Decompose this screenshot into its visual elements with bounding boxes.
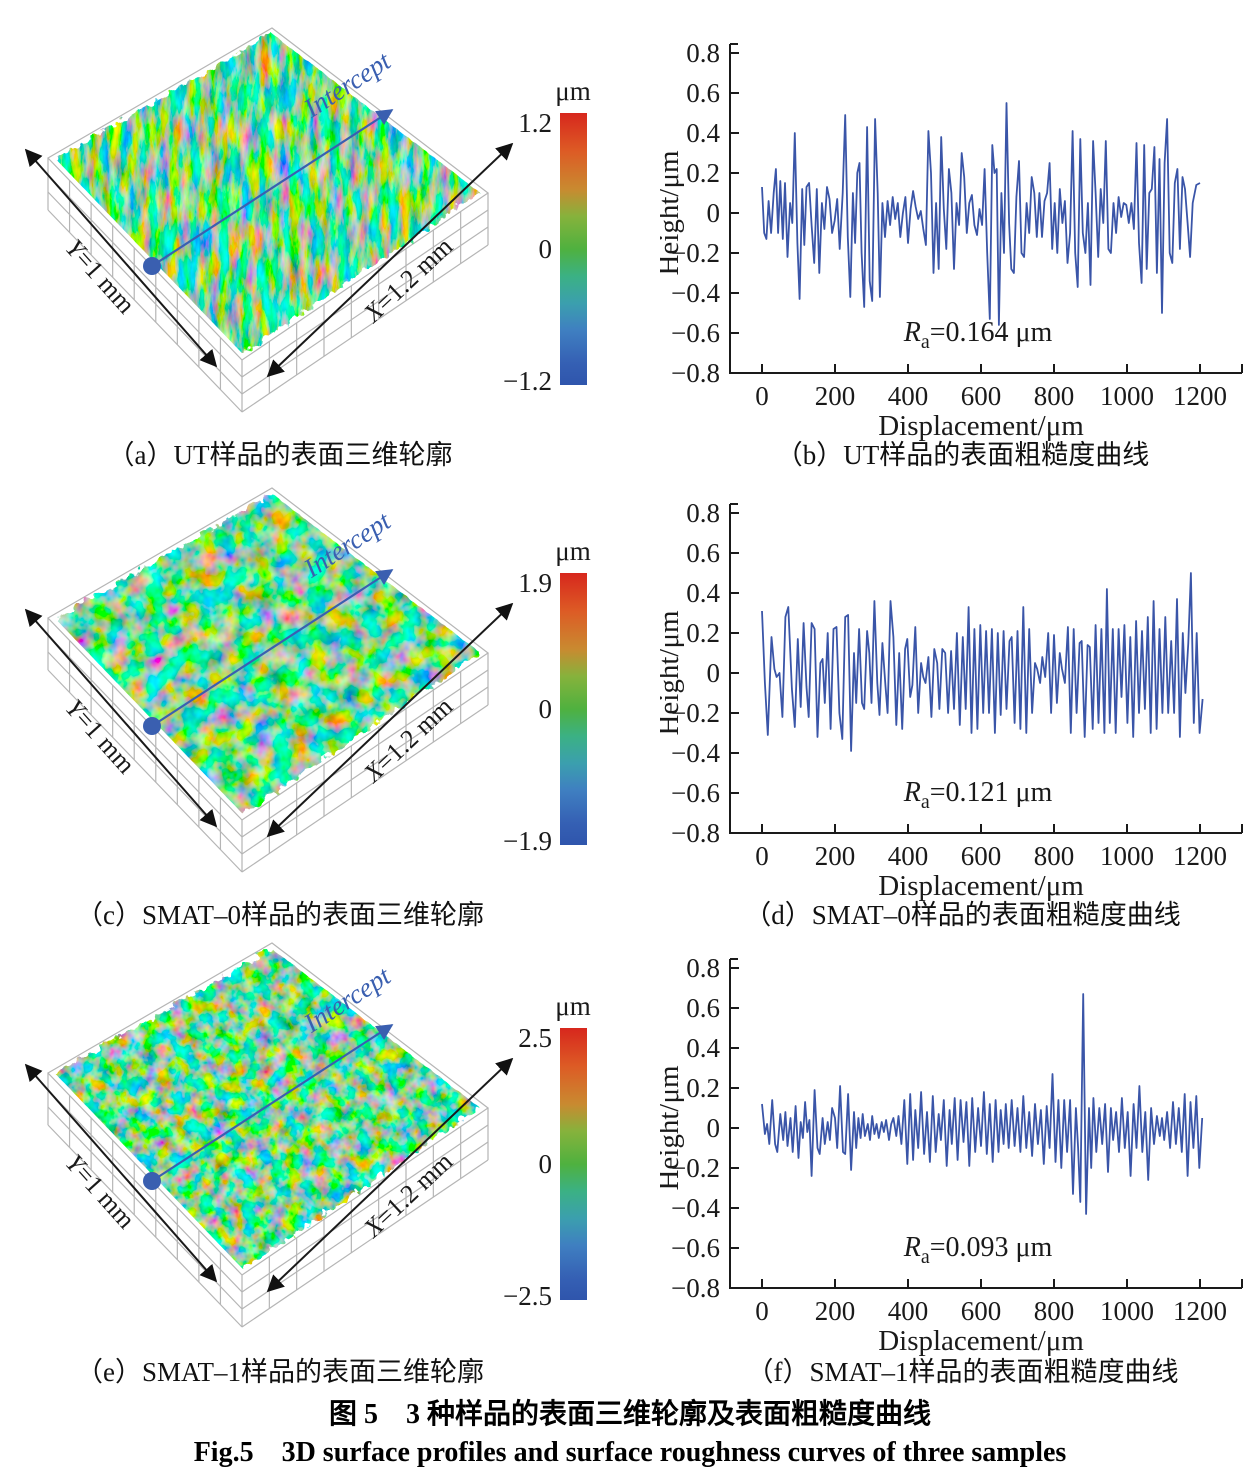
- colorbar-min-label: −2.5: [503, 1281, 552, 1311]
- y-tick-label: −0.4: [671, 278, 720, 308]
- caption-panel-f: （f）SMAT–1样品的表面粗糙度曲线: [746, 1357, 1179, 1387]
- x-tick-label: 800: [1034, 841, 1075, 871]
- caption-panel-d: （d）SMAT–0样品的表面粗糙度曲线: [744, 900, 1181, 930]
- colorbar-max-label: 1.2: [518, 108, 552, 138]
- x-dimension-arrow: [266, 602, 514, 838]
- y-tick-label: −0.6: [671, 318, 720, 348]
- y-tick-label: 0.8: [686, 38, 720, 68]
- colorbar-mid-label: 0: [539, 234, 553, 264]
- y-tick-label: 0.8: [686, 498, 720, 528]
- y-tick-label: 0: [707, 198, 721, 228]
- y-tick-label: 0.6: [686, 78, 720, 108]
- y-axis-title: Height/μm: [660, 1065, 685, 1191]
- colorbar: [560, 573, 587, 845]
- x-tick-label: 400: [888, 841, 929, 871]
- ra-annotation: Ra=0.164 μm: [903, 317, 1053, 353]
- x-tick-label: 600: [961, 1296, 1002, 1326]
- colorbar-max-label: 2.5: [518, 1023, 552, 1053]
- y-tick-label: −0.8: [671, 818, 720, 848]
- y-tick-label: 0.6: [686, 993, 720, 1023]
- y-tick-label: 0.4: [686, 118, 720, 148]
- y-axis-title: Height/μm: [660, 150, 685, 276]
- figure-caption-zh: 图 5 3 种样品的表面三维轮廓及表面粗糙度曲线: [328, 1399, 931, 1430]
- y-tick-label: −0.4: [671, 1193, 720, 1223]
- roughness-curve: [761, 572, 1204, 752]
- y-dimension-arrow: [24, 148, 218, 368]
- x-axis-title: Displacement/μm: [878, 410, 1084, 442]
- y-dimension-arrow: [24, 1063, 218, 1283]
- colorbar-mid-label: 0: [539, 1149, 553, 1179]
- x-tick-label: 1200: [1173, 841, 1227, 871]
- x-tick-label: 600: [961, 381, 1002, 411]
- x-tick-label: 1000: [1100, 381, 1154, 411]
- roughness-curve: [761, 102, 1201, 326]
- x-tick-label: 0: [755, 841, 769, 871]
- intercept-start-dot: [143, 257, 161, 275]
- x-tick-label: 1200: [1173, 1296, 1227, 1326]
- ra-annotation: Ra=0.121 μm: [903, 777, 1053, 813]
- x-dimension-arrow: [266, 1057, 514, 1293]
- y-tick-label: −0.4: [671, 738, 720, 768]
- y-tick-label: −0.6: [671, 1233, 720, 1263]
- x-tick-label: 200: [815, 381, 856, 411]
- x-tick-label: 600: [961, 841, 1002, 871]
- y-tick-label: 0.2: [686, 1073, 720, 1103]
- colorbar: [560, 1028, 587, 1300]
- y-tick-label: 0.2: [686, 158, 720, 188]
- x-tick-label: 800: [1034, 381, 1075, 411]
- colorbar: [560, 113, 587, 385]
- y-dimension-arrow: [24, 608, 218, 828]
- roughness-chart-d: 0 200 400 600 800 1000 1200 −0.8 −0.6 −0.4 −0.2 0 0.…: [660, 498, 1243, 902]
- y-tick-label: −0.2: [671, 698, 720, 728]
- x-tick-label: 1000: [1100, 841, 1154, 871]
- colorbar-unit-label: μm: [555, 76, 590, 106]
- x-axis-title: Displacement/μm: [878, 1325, 1084, 1357]
- y-tick-label: 0.8: [686, 953, 720, 983]
- colorbar-min-label: −1.9: [503, 826, 552, 856]
- y-tick-label: 0.6: [686, 538, 720, 568]
- y-axis-title: Height/μm: [660, 610, 685, 736]
- y-tick-label: 0: [707, 1113, 721, 1143]
- x-tick-label: 1200: [1173, 381, 1227, 411]
- x-axis-title: Displacement/μm: [878, 870, 1084, 902]
- colorbar-unit-label: μm: [555, 536, 590, 566]
- intercept-start-dot: [143, 1172, 161, 1190]
- caption-panel-c: （c）SMAT–0样品的表面三维轮廓: [75, 900, 484, 930]
- x-tick-label: 400: [888, 1296, 929, 1326]
- caption-panel-e: （e）SMAT–1样品的表面三维轮廓: [75, 1357, 484, 1387]
- roughness-chart-f: 0 200 400 600 800 1000 1200 −0.8 −0.6 −0.4 −0.2 0 0.…: [660, 953, 1243, 1357]
- x-tick-label: 0: [755, 381, 769, 411]
- y-tick-label: 0.2: [686, 618, 720, 648]
- y-tick-label: −0.6: [671, 778, 720, 808]
- colorbar-max-label: 1.9: [518, 568, 552, 598]
- roughness-chart-b: 0 200 400 600 800 1000 1200 −0.8 −0.6 −0.4 −0.2 0 0.…: [660, 38, 1243, 442]
- y-tick-label: 0.4: [686, 578, 720, 608]
- roughness-curve: [761, 993, 1204, 1215]
- colorbar-mid-label: 0: [539, 694, 553, 724]
- caption-panel-b: （b）UT样品的表面粗糙度曲线: [775, 440, 1150, 470]
- y-tick-label: −0.8: [671, 358, 720, 388]
- y-tick-label: −0.8: [671, 1273, 720, 1303]
- y-tick-label: −0.2: [671, 238, 720, 268]
- x-tick-label: 400: [888, 381, 929, 411]
- x-tick-label: 200: [815, 1296, 856, 1326]
- figure-caption-en: Fig.5 3D surface profiles and surface ro…: [193, 1437, 1067, 1468]
- caption-panel-a: （a）UT样品的表面三维轮廓: [107, 440, 453, 470]
- x-tick-label: 800: [1034, 1296, 1075, 1326]
- x-tick-label: 1000: [1100, 1296, 1154, 1326]
- x-tick-label: 200: [815, 841, 856, 871]
- ra-annotation: Ra=0.093 μm: [903, 1232, 1053, 1268]
- y-tick-label: 0: [707, 658, 721, 688]
- y-tick-label: −0.2: [671, 1153, 720, 1183]
- intercept-start-dot: [143, 717, 161, 735]
- colorbar-min-label: −1.2: [503, 366, 552, 396]
- colorbar-unit-label: μm: [555, 991, 590, 1021]
- x-tick-label: 0: [755, 1296, 769, 1326]
- y-tick-label: 0.4: [686, 1033, 720, 1063]
- x-dimension-arrow: [266, 142, 514, 378]
